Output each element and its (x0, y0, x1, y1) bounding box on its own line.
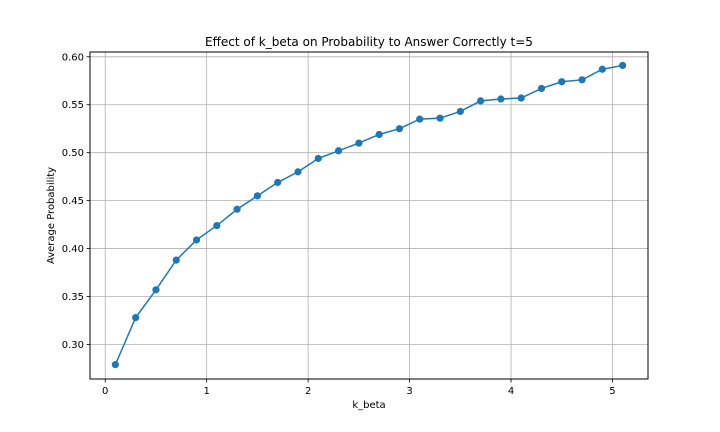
series-line (114, 64, 623, 365)
y-tick-label: 0.35 (62, 292, 84, 303)
x-tick-label: 1 (203, 386, 209, 397)
grid-lines (90, 52, 648, 379)
x-tick-label: 4 (508, 386, 514, 397)
data-point (558, 78, 566, 86)
plot-area-frame (89, 51, 649, 380)
data-point (274, 178, 282, 187)
series-layer (111, 61, 627, 369)
x-axis-title: k_beta (352, 400, 385, 411)
y-tick-label: 0.45 (62, 196, 84, 207)
data-point (355, 139, 363, 147)
data-point (416, 115, 424, 123)
data-point (477, 97, 485, 105)
x-tick-label: 2 (305, 386, 311, 397)
data-point (213, 221, 221, 230)
data-point (537, 84, 546, 93)
y-axis-title: Average Probability (46, 167, 57, 264)
data-point (598, 65, 606, 73)
x-tick-label: 0 (102, 386, 108, 397)
data-point (497, 95, 505, 103)
x-tick-label: 5 (609, 386, 615, 397)
data-point (253, 192, 261, 200)
data-point (172, 256, 180, 264)
chart-title: Effect of k_beta on Probability to Answe… (205, 35, 533, 49)
data-point (314, 154, 322, 163)
data-point (517, 94, 525, 102)
y-tick-label: 0.50 (62, 148, 84, 159)
data-point (578, 76, 586, 84)
data-point (132, 314, 140, 322)
data-point (111, 361, 119, 369)
y-tick-label: 0.55 (62, 100, 84, 111)
data-point (152, 286, 160, 294)
data-point (395, 125, 404, 133)
data-point (436, 114, 444, 122)
data-point (233, 205, 241, 213)
y-tick-label: 0.40 (62, 244, 84, 255)
data-point (334, 147, 343, 155)
data-point (456, 107, 464, 116)
y-tick-label: 0.30 (62, 340, 84, 351)
data-point (375, 130, 383, 139)
y-tick-label: 0.60 (62, 52, 84, 63)
data-point (294, 168, 302, 176)
data-point (619, 61, 627, 70)
axis-ticks: 0 1 2 3 4 5 0.30 0.35 0.40 0.45 0.50 0.55 0.60 (62, 52, 616, 397)
data-point (192, 236, 201, 244)
x-tick-label: 3 (406, 386, 412, 397)
